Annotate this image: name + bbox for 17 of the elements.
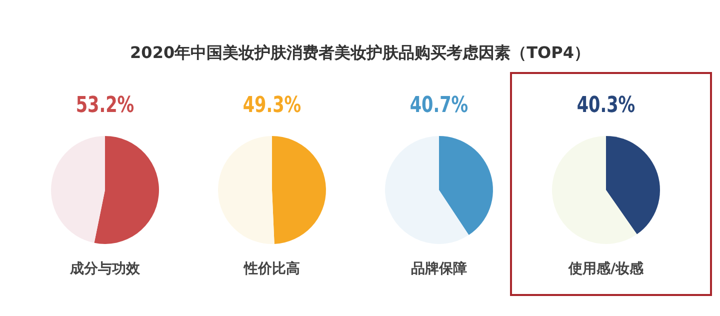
text: 使用感/妆感	[567, 261, 645, 277]
pie-slice	[272, 136, 326, 244]
text: 品牌保障	[411, 260, 467, 277]
data-label: 40.7%	[410, 92, 468, 118]
text: 2020年中国美妆护肤消费者美妆护肤品购买考虑因素（TOP4）	[130, 43, 590, 62]
pie-slice	[606, 136, 660, 234]
data-label: 40.3%	[576, 92, 636, 118]
pie-slice	[94, 136, 159, 244]
pie-slice	[552, 136, 637, 244]
data-label: 49.3%	[242, 92, 302, 118]
pie-slice	[385, 136, 469, 244]
text: 成分与功效	[69, 261, 141, 277]
text: 性价比高	[243, 260, 300, 277]
pie-slice	[218, 136, 274, 244]
pie-slice	[51, 136, 105, 243]
pie-slice	[439, 136, 493, 236]
data-label: 53.2%	[76, 92, 134, 118]
